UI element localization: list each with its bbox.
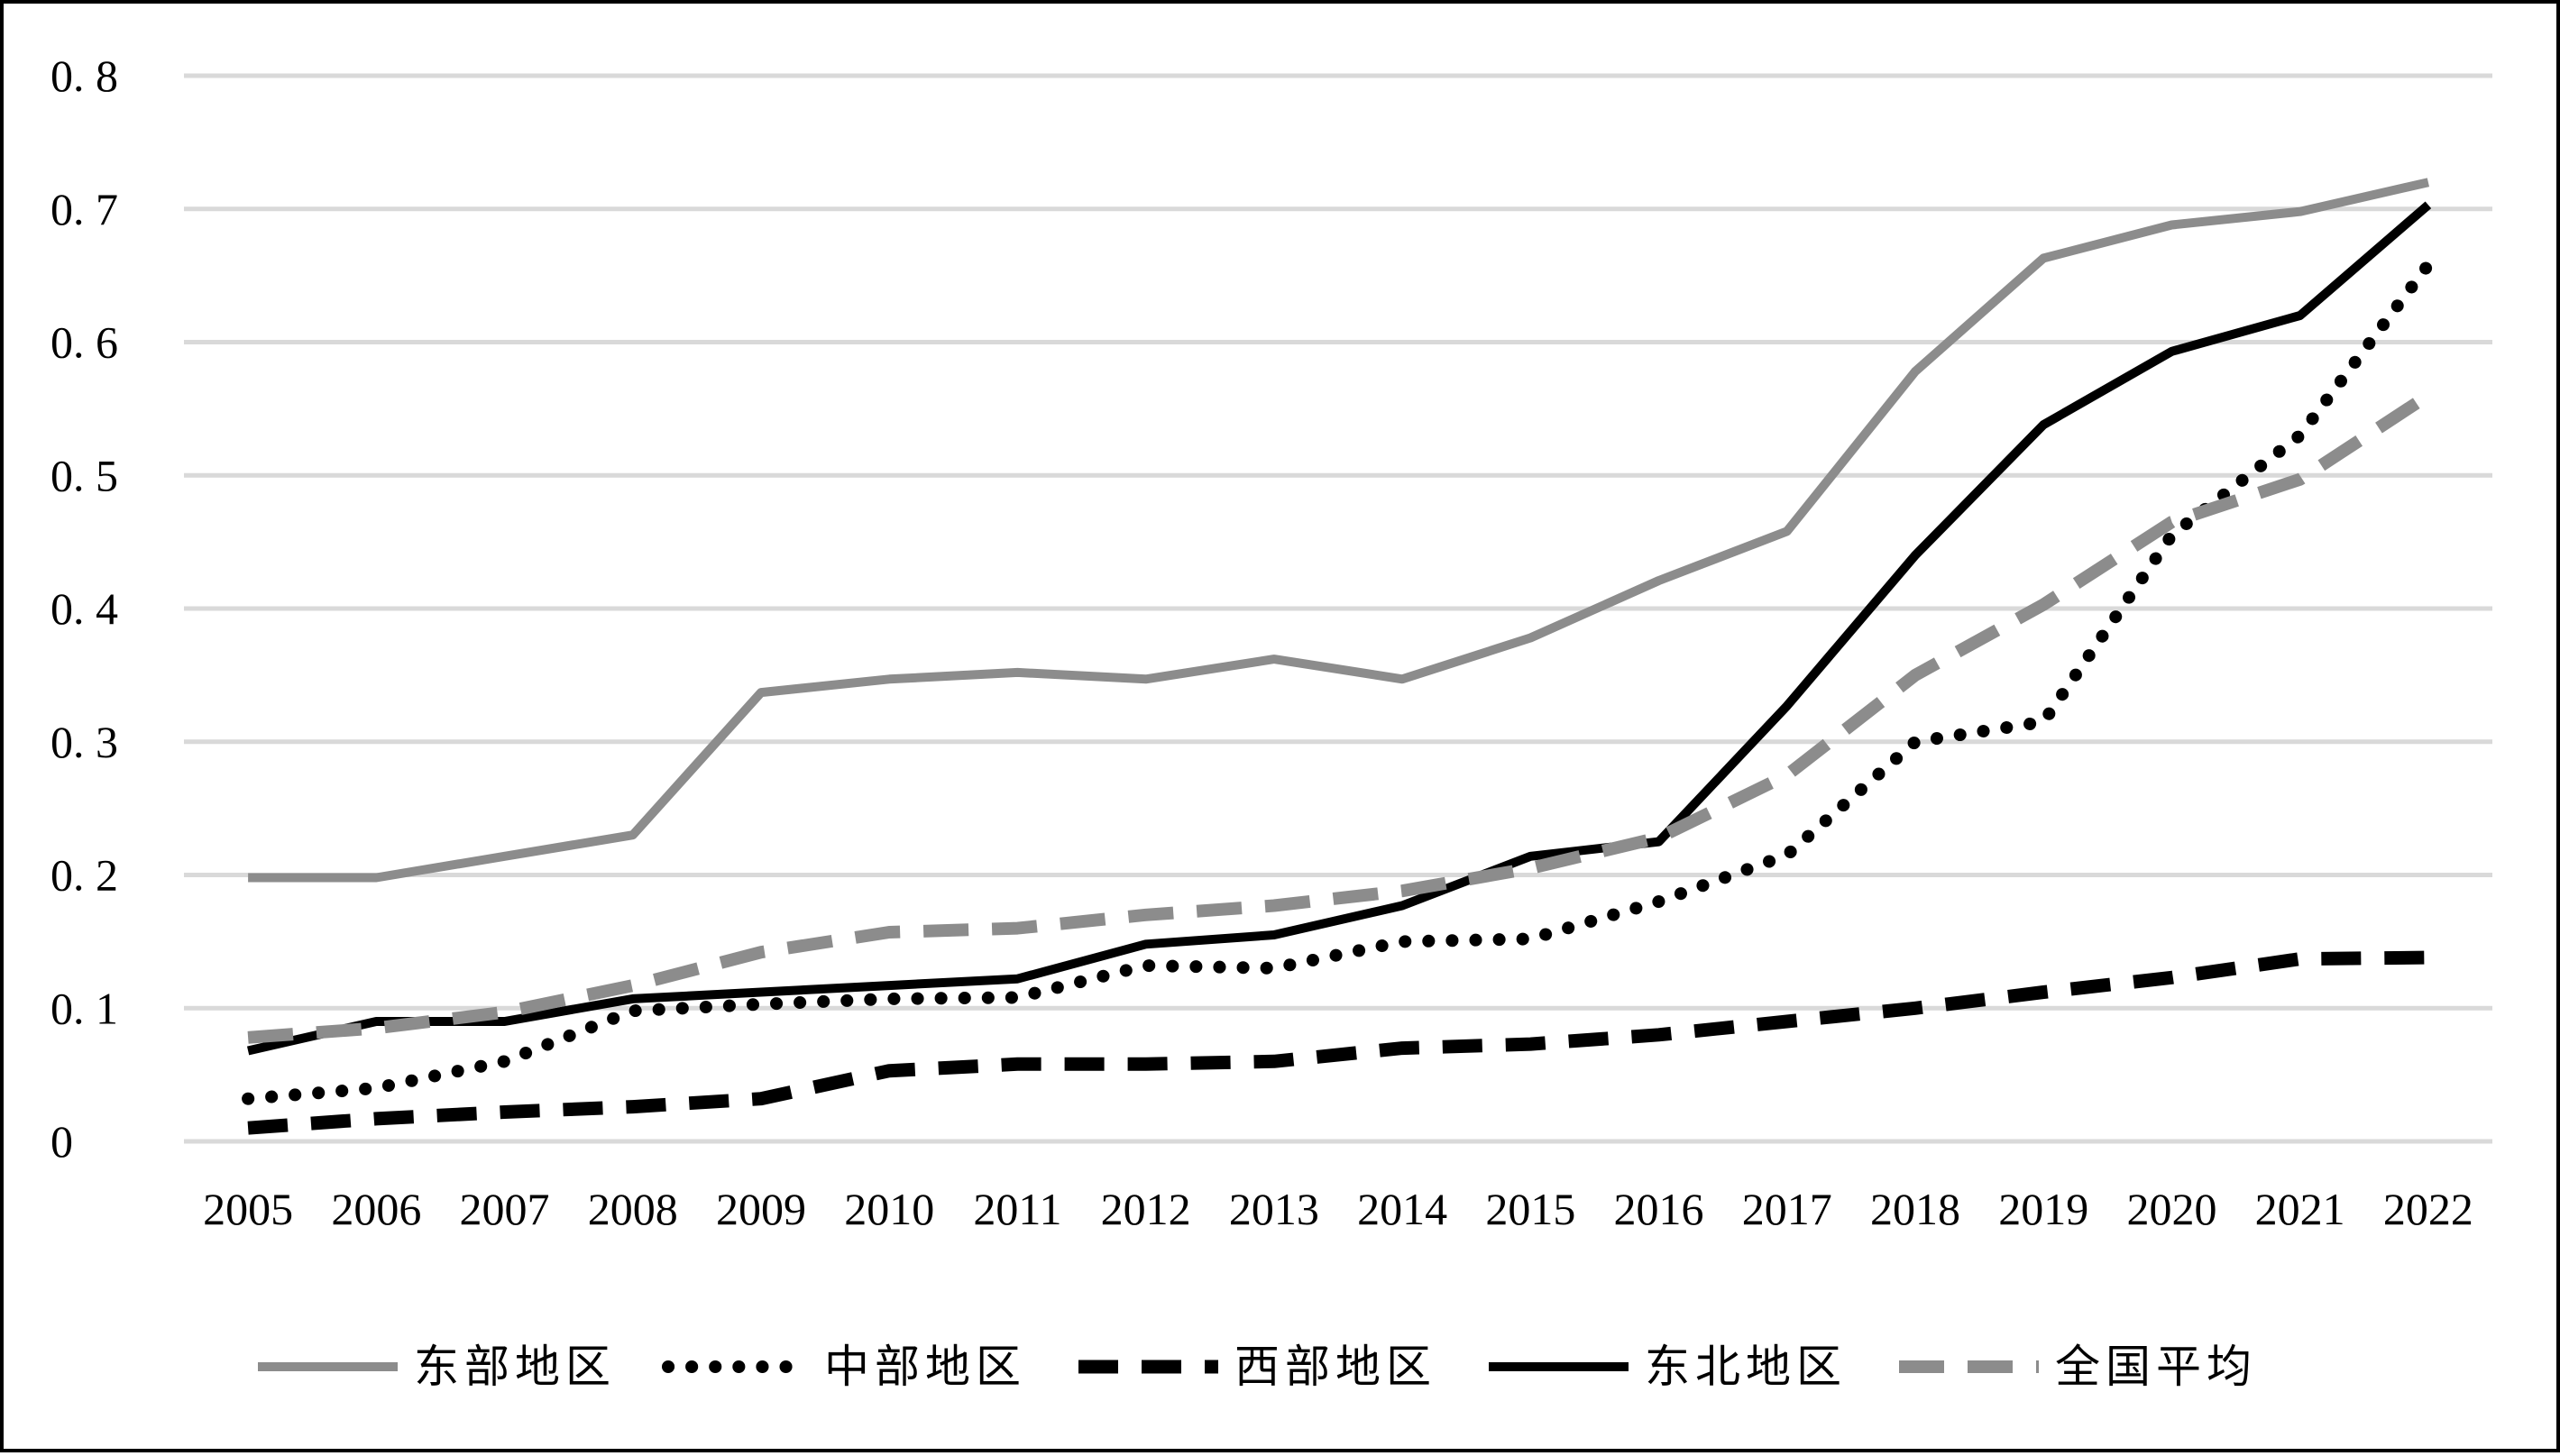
x-tick-label: 2015: [1485, 1184, 1575, 1234]
x-tick-label: 2014: [1357, 1184, 1447, 1234]
y-tick-label: 0. 2: [50, 850, 118, 901]
x-tick-label: 2012: [1101, 1184, 1191, 1234]
legend-label-east: 东部地区: [414, 1341, 616, 1393]
series-line-northeast: [246, 201, 2432, 1056]
y-tick-label: 0: [50, 1116, 73, 1167]
series-lines: [242, 178, 2435, 1135]
x-tick-label: 2013: [1229, 1184, 1319, 1234]
x-tick-label: 2007: [460, 1184, 550, 1234]
legend: 东部地区 中部地区 西部地区 东北地区 全国平均: [258, 1341, 2257, 1393]
x-tick-label: 2022: [2383, 1184, 2473, 1234]
x-tick-label: 2019: [1998, 1184, 2088, 1234]
legend-label-west: 西部地区: [1234, 1341, 1436, 1393]
x-tick-label: 2010: [844, 1184, 934, 1234]
x-tick-label: 2006: [331, 1184, 421, 1234]
series-line-national-average: [247, 389, 2432, 1044]
series-line-east: [248, 178, 2430, 883]
x-tick-label: 2021: [2255, 1184, 2345, 1234]
x-tick-label: 2005: [203, 1184, 293, 1234]
y-tick-label: 0. 8: [50, 50, 118, 101]
legend-label-northeast: 东北地区: [1645, 1341, 1847, 1393]
x-tick-label: 2016: [1614, 1184, 1704, 1234]
x-tick-label: 2018: [1870, 1184, 1960, 1234]
y-tick-label: 0. 1: [50, 983, 118, 1033]
x-tick-label: 2020: [2126, 1184, 2216, 1234]
y-tick-label: 0. 4: [50, 583, 118, 634]
x-tick-label: 2017: [1742, 1184, 1832, 1234]
y-tick-label: 0. 6: [50, 317, 118, 368]
x-axis-ticks: 2005 2006 2007 2008 2009 2010 2011 2012 2013 2014…: [203, 1184, 2473, 1234]
y-axis-ticks: 0 0. 1 0. 2 0. 3 0. 4 0. 5 0. 6 0. 7 0. 8: [50, 50, 118, 1167]
legend-label-national-average: 全国平均: [2055, 1341, 2257, 1393]
x-tick-label: 2009: [716, 1184, 806, 1234]
x-tick-label: 2011: [973, 1184, 1061, 1234]
line-chart: 00. 10. 20. 30. 40. 50. 60. 70. 8 2005 20…: [50, 50, 2492, 1393]
x-tick-label: 2008: [588, 1184, 678, 1234]
y-tick-label: 0. 5: [50, 450, 118, 500]
y-tick-label: 0. 7: [50, 184, 118, 234]
y-tick-label: 0. 3: [50, 717, 118, 767]
legend-label-central: 中部地区: [824, 1341, 1026, 1393]
series-line-west: [247, 950, 2428, 1135]
series-line-central: [242, 258, 2435, 1105]
